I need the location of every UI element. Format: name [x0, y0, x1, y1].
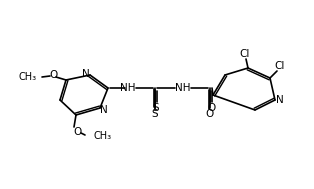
Text: NH: NH [120, 83, 136, 93]
Text: S: S [152, 109, 158, 119]
Text: N: N [276, 95, 284, 105]
Text: Cl: Cl [275, 61, 285, 71]
Text: NH: NH [175, 83, 191, 93]
Text: CH₃: CH₃ [93, 131, 111, 141]
Text: O: O [207, 103, 215, 113]
Text: O: O [73, 127, 81, 137]
Text: N: N [100, 105, 108, 115]
Text: N: N [82, 69, 90, 79]
Text: Cl: Cl [240, 49, 250, 59]
Text: O: O [206, 109, 214, 119]
Text: CH₃: CH₃ [19, 72, 37, 82]
Text: O: O [49, 70, 57, 80]
Text: S: S [153, 103, 159, 113]
